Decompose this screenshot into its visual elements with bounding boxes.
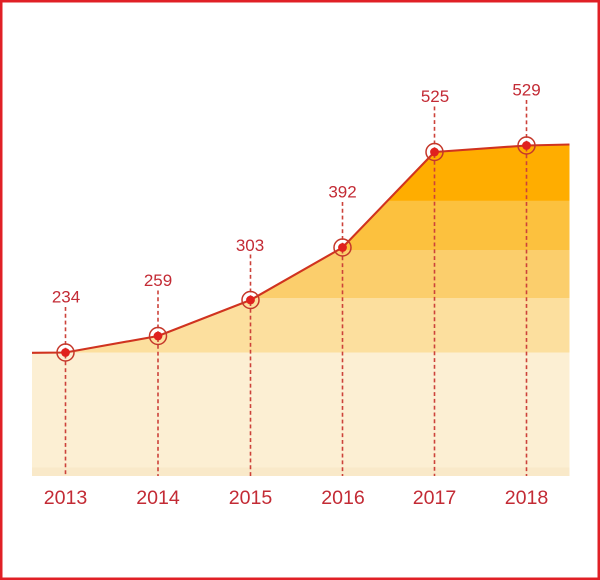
svg-text:2014: 2014 [136, 487, 180, 509]
svg-text:303: 303 [236, 236, 264, 255]
svg-text:2018: 2018 [505, 487, 549, 509]
svg-text:2017: 2017 [413, 487, 457, 509]
svg-text:2016: 2016 [321, 487, 365, 509]
svg-text:529: 529 [512, 81, 540, 100]
svg-text:234: 234 [52, 288, 80, 307]
svg-text:525: 525 [421, 87, 449, 106]
svg-text:2013: 2013 [44, 487, 88, 509]
svg-text:392: 392 [328, 183, 356, 202]
svg-text:259: 259 [144, 271, 172, 290]
svg-text:2015: 2015 [229, 487, 273, 509]
